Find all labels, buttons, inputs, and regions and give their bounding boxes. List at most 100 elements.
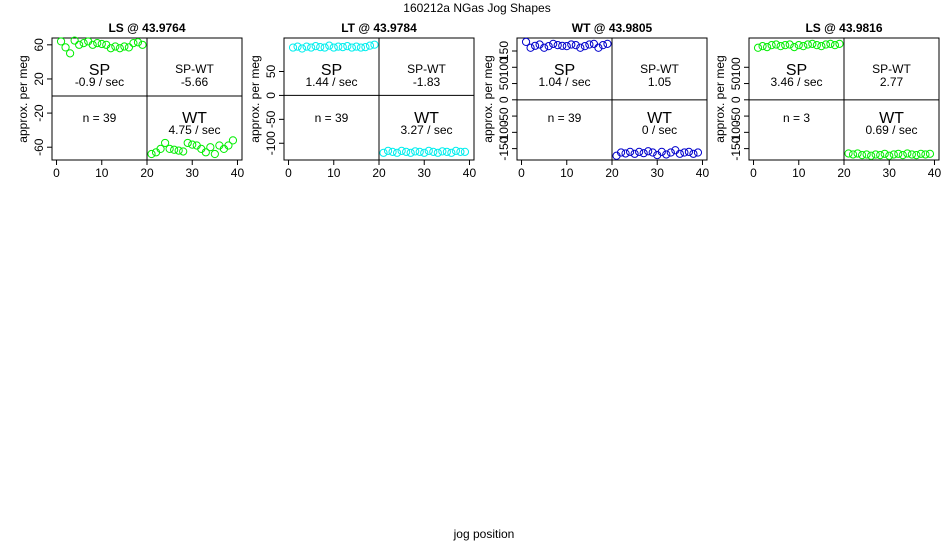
y-tick-label: 150 (497, 41, 511, 61)
data-point (803, 40, 812, 49)
data-point (867, 151, 876, 160)
data-point (411, 147, 420, 156)
x-tick-label: 40 (928, 166, 942, 180)
data-point (799, 42, 808, 51)
data-point (451, 146, 461, 156)
data-point (693, 148, 703, 157)
data-point (228, 136, 238, 145)
y-tick-label: 0 (497, 96, 511, 103)
data-point (616, 148, 626, 157)
y-tick-label: 0 (729, 96, 743, 103)
data-point (174, 146, 183, 155)
data-point (79, 39, 88, 48)
y-tick-label: -60 (32, 138, 46, 156)
x-tick-label: 0 (518, 166, 525, 180)
quadrant-wt-rate: 3.27 / sec (400, 123, 452, 137)
data-point (562, 42, 571, 51)
y-tick-label: -150 (497, 136, 511, 160)
data-point (907, 150, 916, 159)
data-point (170, 145, 179, 154)
data-point (790, 43, 799, 52)
data-point (147, 149, 156, 159)
quadrant-wt-rate: 0.69 / sec (865, 123, 917, 137)
data-point (183, 138, 192, 148)
data-point (767, 41, 776, 50)
y-axis-label: approx. per meg (248, 55, 262, 142)
x-tick-label: 0 (285, 166, 292, 180)
data-point (903, 149, 912, 158)
data-point (657, 147, 666, 156)
data-point (776, 42, 785, 51)
quadrant-wt-label: WT (647, 110, 672, 127)
data-point (576, 43, 585, 52)
data-point (880, 149, 889, 158)
data-point (297, 44, 307, 53)
data-point (392, 148, 402, 157)
data-point (88, 40, 97, 49)
figure-xlabel: jog position (453, 527, 515, 541)
y-tick-label: -100 (497, 120, 511, 144)
x-tick-label: 0 (53, 166, 60, 180)
data-point (558, 41, 567, 50)
data-point (97, 39, 106, 49)
data-point (356, 43, 366, 52)
data-point (876, 151, 885, 160)
data-point (456, 147, 465, 156)
data-point (675, 149, 684, 158)
quadrant-sp-rate: 3.46 / sec (770, 75, 822, 89)
y-axis-label: approx. per meg (481, 55, 495, 142)
quadrant-n-count: n = 39 (83, 111, 117, 125)
y-tick-label: 50 (264, 64, 278, 78)
data-point (567, 40, 576, 49)
data-point (621, 149, 630, 158)
panel-title: WT @ 43.9805 (572, 21, 653, 35)
data-point (540, 43, 549, 52)
data-point (165, 144, 174, 154)
data-point (343, 42, 352, 51)
data-point (530, 41, 540, 50)
data-point (521, 37, 531, 47)
data-point (830, 41, 840, 50)
x-tick-label: 40 (231, 166, 245, 180)
data-point (894, 149, 903, 158)
data-point (671, 146, 680, 155)
x-tick-label: 10 (792, 166, 806, 180)
y-axis-label: approx. per meg (713, 55, 727, 142)
data-point (433, 148, 442, 157)
data-point (812, 41, 821, 50)
data-point (65, 49, 75, 58)
data-point (129, 39, 138, 48)
data-point (370, 40, 379, 49)
data-point (630, 149, 639, 158)
data-point (844, 149, 853, 158)
quadrant-sp-rate: -0.9 / sec (75, 75, 124, 89)
data-point (589, 39, 599, 48)
y-tick-label: 50 (729, 77, 743, 91)
quadrant-spwt-label: SP-WT (640, 62, 679, 76)
data-point (388, 147, 397, 156)
data-point (179, 147, 188, 156)
y-tick-label: -50 (497, 107, 511, 125)
x-tick-label: 40 (463, 166, 477, 180)
data-point (785, 40, 794, 49)
data-point (662, 150, 671, 159)
quadrant-n-count: n = 3 (783, 111, 810, 125)
data-point (70, 36, 79, 45)
data-point (56, 37, 66, 46)
data-point (549, 39, 558, 48)
data-point (138, 40, 147, 49)
data-point (156, 144, 165, 154)
y-axis-label: approx. per meg (16, 55, 30, 142)
data-point (821, 40, 831, 49)
data-point (320, 43, 329, 52)
data-point (361, 42, 370, 52)
data-point (635, 147, 644, 156)
data-point (61, 43, 70, 52)
x-tick-label: 20 (837, 166, 851, 180)
data-point (329, 43, 338, 52)
data-point (916, 149, 926, 158)
data-point (115, 44, 124, 53)
